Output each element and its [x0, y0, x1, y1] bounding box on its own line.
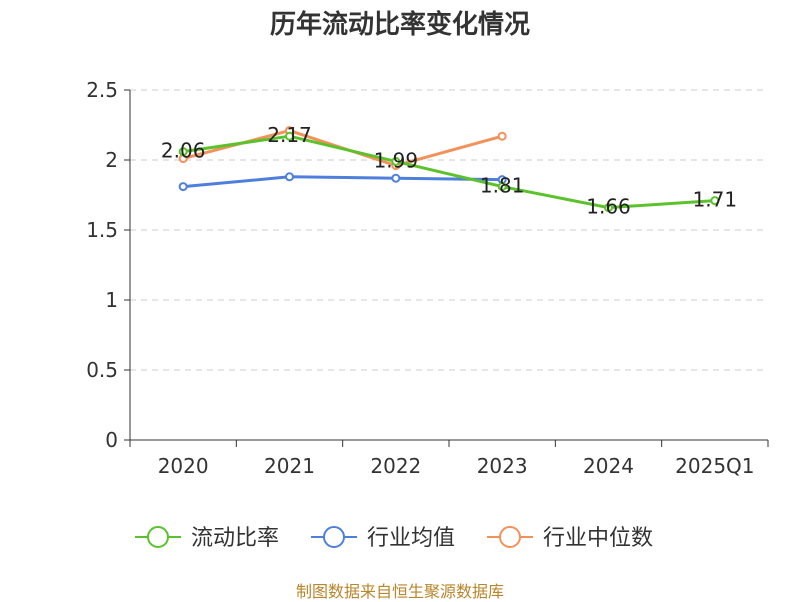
x-tick-label: 2021 [264, 454, 315, 478]
y-tick-label: 2.5 [86, 78, 118, 102]
x-tick-label: 2023 [477, 454, 528, 478]
data-label: 1.81 [480, 174, 525, 198]
data-point[interactable] [391, 156, 401, 166]
chart-title: 历年流动比率变化情况 [269, 10, 530, 40]
y-tick-label: 1 [105, 288, 118, 312]
data-point[interactable] [285, 172, 294, 182]
legend-item-0[interactable]: 流动比率 [135, 526, 279, 551]
data-point[interactable] [391, 173, 401, 183]
y-tick-label: 1.5 [86, 218, 118, 242]
data-label: 2.17 [267, 123, 312, 147]
data-label: 1.66 [586, 195, 631, 219]
series-line-1 [183, 175, 503, 189]
data-point[interactable] [710, 196, 720, 206]
y-tick-label: 0.5 [86, 358, 118, 382]
legend-item-2[interactable]: 行业中位数 [487, 526, 653, 551]
legend-item-1[interactable]: 行业均值 [311, 526, 455, 551]
series-line-0 [182, 134, 715, 210]
legend-marker [499, 526, 521, 548]
data-point[interactable] [178, 182, 188, 192]
data-point[interactable] [497, 182, 507, 192]
source-note: 制图数据来自恒生聚源数据库 [295, 582, 504, 601]
x-tick-label: 2022 [370, 454, 421, 478]
data-label: 2.06 [161, 139, 206, 163]
x-tick-label: 2025Q1 [675, 454, 754, 478]
legend-label: 行业均值 [367, 526, 455, 551]
data-label: 1.99 [374, 148, 419, 172]
data-point[interactable] [178, 147, 188, 157]
x-tick-label: 2020 [158, 454, 209, 478]
legend-label: 流动比率 [191, 526, 279, 551]
x-tick-label: 2024 [583, 454, 634, 478]
data-point[interactable] [604, 203, 613, 213]
data-point[interactable] [285, 131, 294, 141]
y-tick-label: 0 [105, 428, 118, 452]
legend-label: 行业中位数 [543, 526, 653, 551]
legend-marker [323, 526, 345, 548]
data-label: 1.71 [693, 188, 738, 212]
data-point[interactable] [497, 131, 507, 141]
y-tick-label: 2 [105, 148, 118, 172]
legend-marker [147, 526, 169, 548]
